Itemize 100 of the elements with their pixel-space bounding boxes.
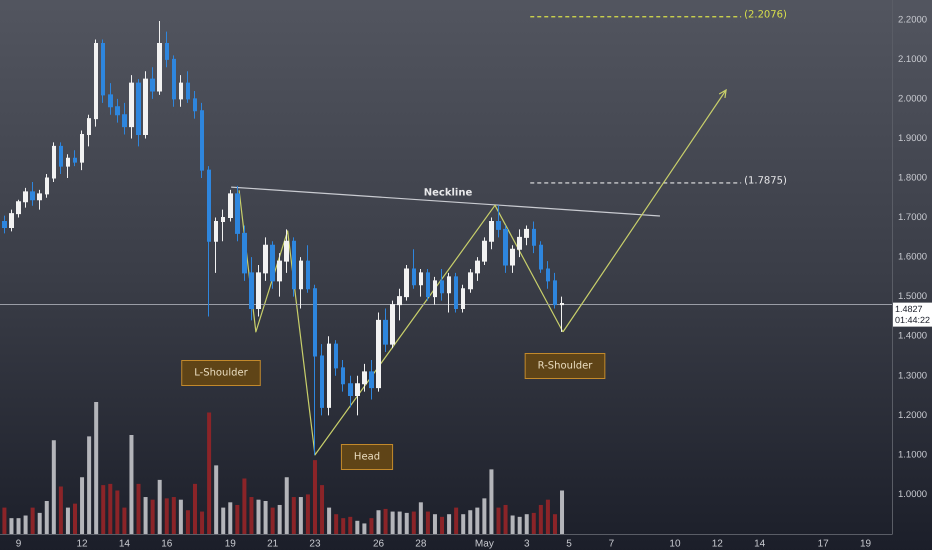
bar <box>9 518 14 534</box>
y-tick-label: 2.1000 <box>898 54 928 65</box>
bar <box>122 508 126 534</box>
x-tick-label: May <box>474 538 494 550</box>
candlestick <box>447 272 451 313</box>
candlestick <box>454 272 458 313</box>
annotation: (2.2076) <box>744 9 788 20</box>
x-tick-label: 7 <box>608 538 615 550</box>
candlestick <box>193 90 197 120</box>
candlestick <box>16 199 21 218</box>
bar <box>468 510 472 534</box>
bar <box>235 504 240 534</box>
candlestick <box>228 189 233 222</box>
candlestick <box>37 189 42 210</box>
bar <box>334 514 338 534</box>
bar <box>158 480 162 534</box>
bar <box>552 514 557 534</box>
candlestick <box>186 70 190 104</box>
bar <box>482 498 486 534</box>
candlestick <box>94 39 98 128</box>
bar <box>270 508 275 534</box>
candlestick <box>108 82 113 116</box>
bar <box>228 502 232 534</box>
candlestick <box>73 150 77 167</box>
text: 01:44:22 <box>895 315 930 326</box>
candlestick <box>320 344 324 416</box>
bar <box>80 477 84 534</box>
candlestick <box>256 264 261 317</box>
bar <box>66 508 70 534</box>
bar <box>186 510 190 534</box>
candlestick <box>517 228 522 258</box>
x-tick-label: 12 <box>712 538 724 550</box>
candlestick <box>172 54 176 108</box>
bar <box>2 508 6 534</box>
bar <box>461 514 466 534</box>
candlestick <box>221 209 225 242</box>
bar <box>94 402 98 534</box>
candlestick <box>355 375 360 416</box>
bar <box>44 501 49 534</box>
x-tick-label: 19 <box>860 538 872 550</box>
candlestick <box>207 166 211 317</box>
bar <box>546 500 550 534</box>
candlestick <box>306 244 310 294</box>
annotation: (1.7875) <box>744 175 788 186</box>
ref-line-label: 1.4827 <box>895 304 923 314</box>
candlestick <box>489 217 494 250</box>
y-tick-label: 1.1000 <box>898 449 928 460</box>
candlestick <box>299 256 303 310</box>
candlestick <box>475 256 480 282</box>
bar <box>178 500 183 534</box>
candlestick <box>9 209 14 232</box>
x-tick-label: 10 <box>669 538 681 550</box>
bar <box>242 478 246 534</box>
candlestick <box>30 181 35 206</box>
bar <box>192 484 197 534</box>
bar <box>390 512 395 534</box>
candlestick <box>412 248 416 290</box>
candlestick <box>277 252 282 298</box>
candlestick <box>157 20 162 96</box>
bar <box>538 504 543 534</box>
x-tick-label: 5 <box>566 538 572 550</box>
bar <box>362 523 366 534</box>
bar <box>524 514 529 534</box>
bar <box>256 500 261 534</box>
candlestick <box>263 236 268 282</box>
bar <box>489 469 494 534</box>
candlestick <box>510 244 515 274</box>
candlestick <box>503 224 508 274</box>
candlestick <box>327 336 331 416</box>
y-tick-label: 1.7000 <box>898 212 928 224</box>
candlestick <box>122 102 127 135</box>
bar <box>306 494 310 534</box>
y-tick-label: 1.0000 <box>898 488 928 500</box>
candlestick <box>165 31 169 68</box>
candlestick <box>532 221 536 254</box>
bar <box>72 504 77 534</box>
bar <box>518 516 522 534</box>
candlestick <box>242 224 247 282</box>
y-tick-label: 1.5000 <box>898 291 928 302</box>
bar <box>312 460 317 534</box>
x-tick-label: 23 <box>309 538 321 550</box>
bar <box>101 485 106 534</box>
bar <box>16 518 21 534</box>
bar <box>292 497 296 534</box>
x-tick-label: 14 <box>754 538 766 550</box>
x-tick-label: 12 <box>76 538 88 550</box>
bar <box>129 435 134 534</box>
candlestick <box>101 39 105 104</box>
bar <box>320 485 324 534</box>
bar <box>440 516 444 534</box>
bar <box>172 497 176 534</box>
candlestick <box>348 375 353 408</box>
bar <box>432 514 437 534</box>
x-tick-label: 26 <box>372 538 385 550</box>
candlestick <box>482 236 487 266</box>
bar <box>560 490 564 534</box>
candlestick <box>284 228 289 274</box>
bar <box>207 412 212 534</box>
bar <box>426 512 430 534</box>
bar <box>475 508 480 534</box>
